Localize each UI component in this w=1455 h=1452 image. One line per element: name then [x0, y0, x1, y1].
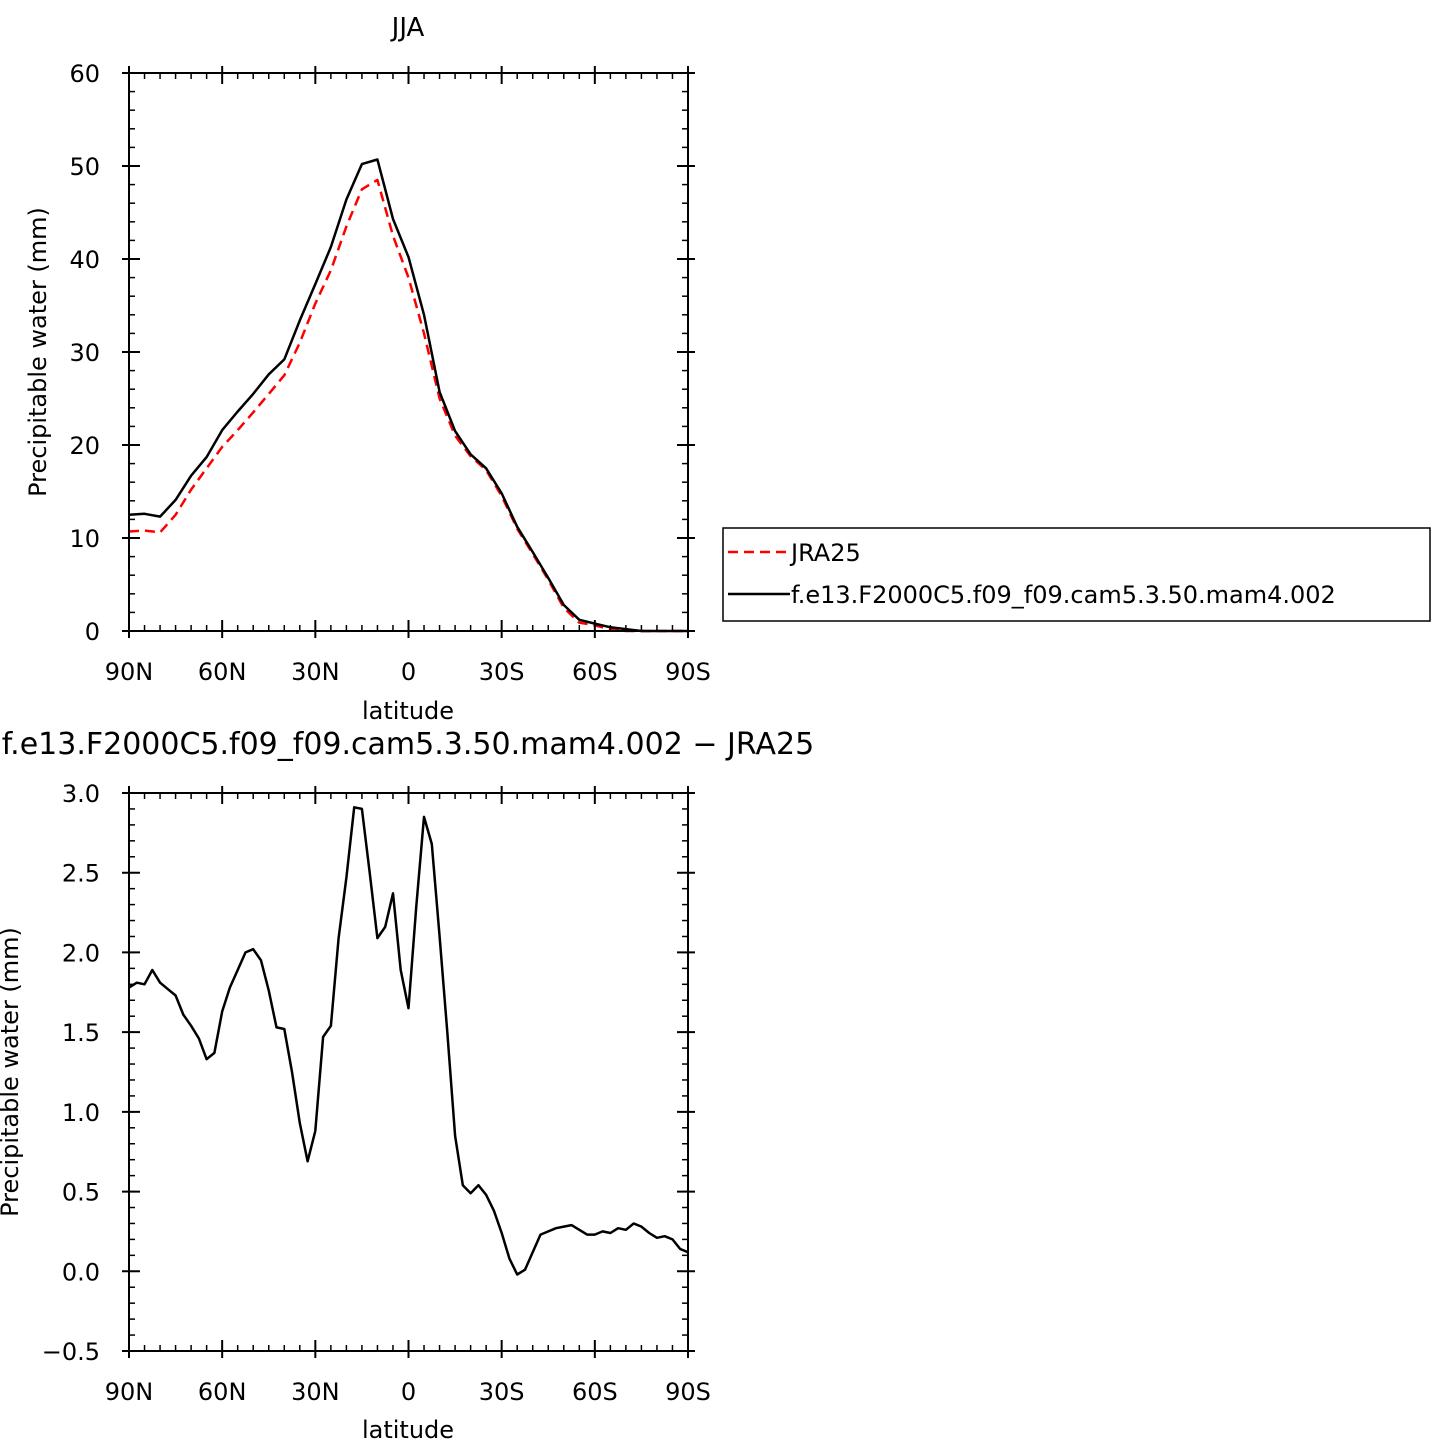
- series-line-0-0: [128, 178, 688, 633]
- y-tick-label: 0: [85, 618, 100, 646]
- x-tick-label: 30S: [479, 1378, 525, 1406]
- x-tick-label: 0: [401, 1378, 416, 1406]
- x-tick-label: 90S: [665, 1378, 711, 1406]
- x-tick-label: 90N: [105, 1378, 154, 1406]
- series-line-0-1: [128, 158, 688, 633]
- y-tick-label: 20: [69, 432, 100, 460]
- x-tick-label: 30N: [291, 658, 340, 686]
- x-tick-label: 30N: [291, 1378, 340, 1406]
- y-tick-label: 60: [69, 60, 100, 88]
- bottom-panel: f.e13.F2000C5.f09_f09.cam5.3.50.mam4.002…: [0, 727, 814, 1444]
- y-tick-label: 1.0: [62, 1099, 100, 1127]
- plot-frame: [128, 792, 689, 1352]
- y-tick-label: −0.5: [42, 1338, 100, 1366]
- x-tick-label: 60S: [572, 658, 618, 686]
- legend-label-jra25: JRA25: [789, 539, 861, 567]
- top-title: JJA: [390, 13, 425, 43]
- legend: JRA25 f.e13.F2000C5.f09_f09.cam5.3.50.ma…: [722, 527, 1431, 622]
- y-tick-label: 0.0: [62, 1258, 100, 1286]
- x-tick-label: 30S: [479, 658, 525, 686]
- y-tick-label: 10: [69, 525, 100, 553]
- y-tick-label: 2.0: [62, 939, 100, 967]
- plot-frame: [128, 72, 689, 632]
- y-tick-label: 3.0: [62, 780, 100, 808]
- bottom-xlabel: latitude: [362, 1416, 454, 1444]
- x-tick-label: 60N: [198, 658, 247, 686]
- x-tick-label: 90S: [665, 658, 711, 686]
- x-tick-label: 0: [401, 658, 416, 686]
- x-tick-label: 90N: [105, 658, 154, 686]
- x-tick-label: 60S: [572, 1378, 618, 1406]
- y-tick-label: 2.5: [62, 860, 100, 888]
- legend-label-model: f.e13.F2000C5.f09_f09.cam5.3.50.mam4.002: [791, 581, 1336, 609]
- top-plot-area: 90N 60N 30N 0 30S 60S 90S 0 10 20 30 40 50 60: [69, 60, 710, 686]
- y-tick-label: 1.5: [62, 1019, 100, 1047]
- bottom-plot-area: 90N 60N 30N 0 30S 60S 90S −0.5 0.0 0.5 1.0 1.5 2.0 2.…: [42, 780, 711, 1406]
- series-line-1-0: [128, 806, 689, 1276]
- legend-box: [722, 527, 1431, 622]
- top-ylabel: Precipitable water (mm): [24, 207, 52, 497]
- top-xlabel: latitude: [362, 697, 454, 725]
- y-tick-label: 50: [69, 153, 100, 181]
- y-tick-label: 0.5: [62, 1179, 100, 1207]
- y-tick-label: 30: [69, 339, 100, 367]
- bottom-title: f.e13.F2000C5.f09_f09.cam5.3.50.mam4.002…: [2, 727, 814, 762]
- y-tick-label: 40: [69, 246, 100, 274]
- top-panel: JJA 90N 60N 30N 0 30S 60S 90S 0 10 20 30 40 50 60 Pre…: [24, 13, 711, 725]
- bottom-ylabel: Precipitable water (mm): [0, 927, 24, 1217]
- x-tick-label: 60N: [198, 1378, 247, 1406]
